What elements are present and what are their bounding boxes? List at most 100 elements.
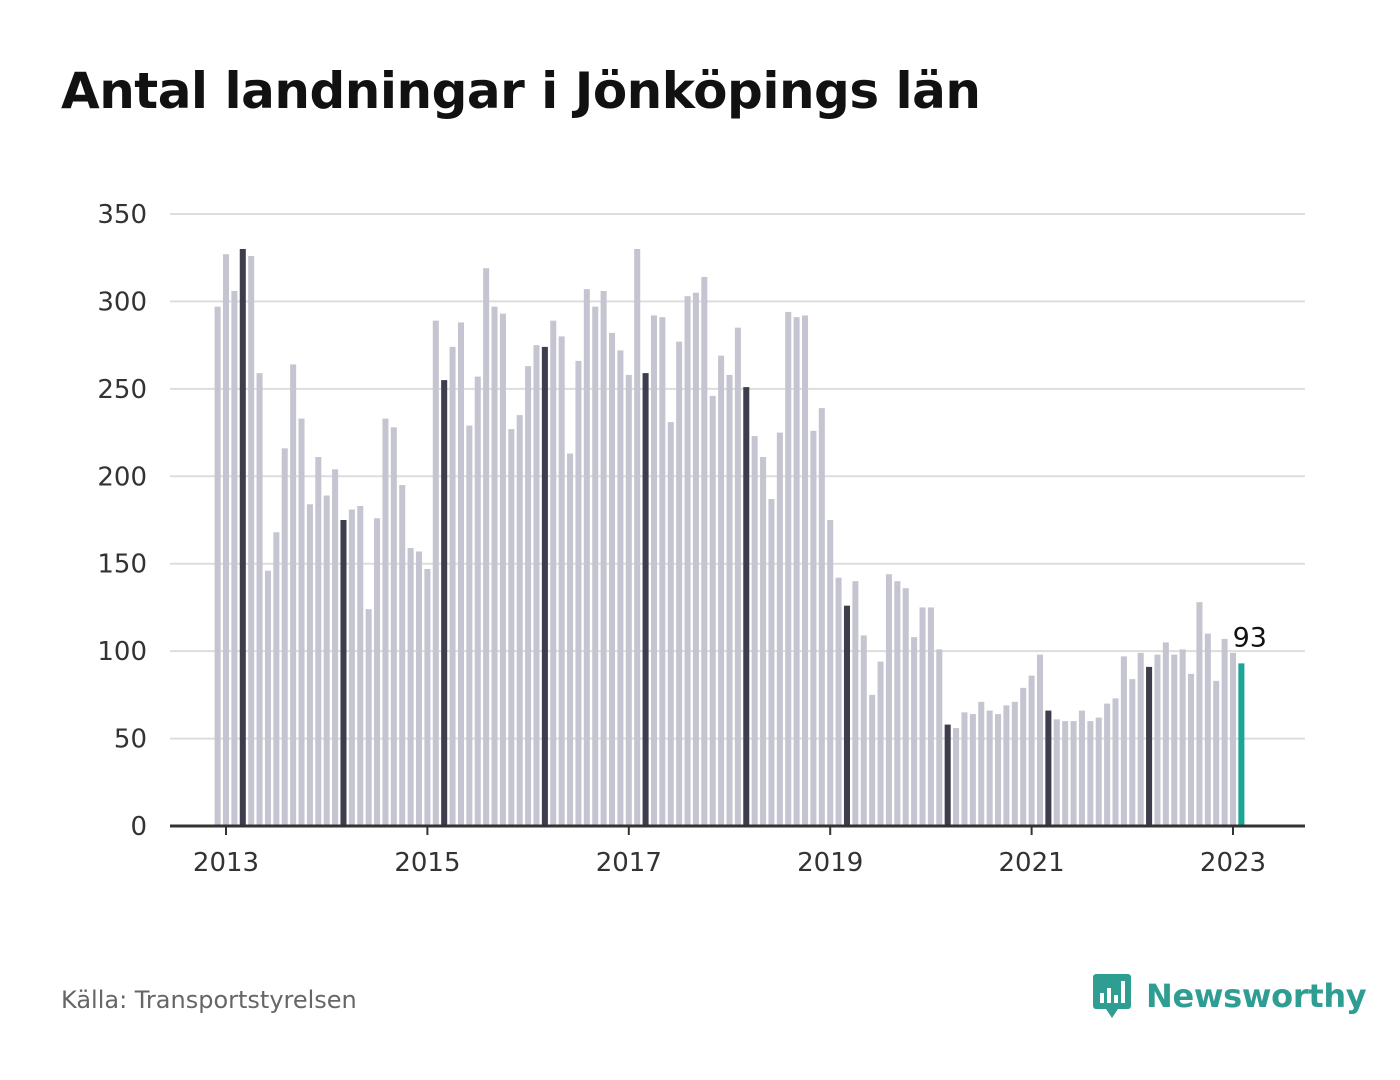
bar <box>734 327 741 826</box>
bar <box>1221 638 1228 826</box>
bar <box>760 457 767 826</box>
bar <box>969 714 976 826</box>
bar <box>1204 633 1211 826</box>
bar <box>1188 673 1195 826</box>
bar <box>827 520 834 826</box>
chart-title: Antal landningar i Jönköpings län <box>61 62 981 120</box>
data-label-latest: 93 <box>1233 622 1267 653</box>
bar <box>600 290 607 826</box>
bar <box>441 380 448 826</box>
bar <box>802 315 809 826</box>
bar <box>457 322 464 826</box>
bar <box>860 635 867 826</box>
y-tick-label: 250 <box>97 375 147 405</box>
bar <box>1154 654 1161 826</box>
bar <box>315 457 322 826</box>
x-tick-label: 2013 <box>193 848 259 878</box>
bar <box>231 290 238 826</box>
bar <box>953 728 960 826</box>
y-tick-label: 300 <box>97 287 147 317</box>
bar <box>877 661 884 826</box>
bar <box>415 551 423 826</box>
bar <box>1095 717 1102 826</box>
y-tick-label: 350 <box>97 200 147 230</box>
bar <box>1036 654 1044 826</box>
bar <box>776 432 783 826</box>
bar <box>1112 698 1119 826</box>
bar <box>1129 679 1136 826</box>
bar <box>239 248 246 827</box>
bar <box>1104 703 1111 826</box>
bar <box>424 568 431 826</box>
bar <box>978 701 985 826</box>
bar <box>810 430 817 826</box>
bar <box>264 570 271 826</box>
bar <box>499 313 506 826</box>
bar <box>567 453 574 826</box>
bar <box>1078 710 1085 826</box>
bar <box>785 311 792 826</box>
bar <box>634 248 641 827</box>
bar <box>575 360 582 826</box>
bar <box>692 292 699 826</box>
bar <box>365 609 372 826</box>
bar <box>491 306 498 826</box>
bar <box>290 364 297 826</box>
bar <box>642 373 649 826</box>
bar <box>852 581 859 826</box>
bar <box>743 387 750 826</box>
y-tick-label: 150 <box>97 550 147 580</box>
bar <box>650 315 657 826</box>
bar <box>1062 721 1069 826</box>
bar <box>709 395 716 826</box>
bar <box>684 296 691 826</box>
newsworthy-logo-icon <box>1093 974 1131 1018</box>
bar <box>474 376 481 826</box>
bar <box>390 427 397 826</box>
bar <box>1087 721 1094 826</box>
bar <box>508 429 515 826</box>
bar <box>1045 710 1052 826</box>
annotations: 93 <box>1230 619 1270 656</box>
bar <box>751 436 758 826</box>
bar <box>1171 654 1178 826</box>
bar <box>961 712 968 826</box>
bar <box>1028 675 1035 826</box>
bar <box>1213 680 1220 826</box>
bar <box>248 255 255 827</box>
source-note: Källa: Transportstyrelsen <box>61 986 357 1014</box>
bar <box>541 346 548 826</box>
bar <box>1053 719 1060 826</box>
y-tick-label: 0 <box>130 812 147 842</box>
bar <box>1003 705 1010 826</box>
brand-name: Newsworthy <box>1146 977 1367 1015</box>
bar <box>273 532 280 826</box>
bar <box>768 499 775 826</box>
bar <box>256 373 263 826</box>
x-tick-label: 2023 <box>1200 848 1266 878</box>
bar <box>407 547 414 826</box>
bar <box>659 317 666 826</box>
bar-latest <box>1238 663 1245 826</box>
bar <box>609 332 616 826</box>
bar <box>306 504 313 826</box>
y-tick-label: 50 <box>114 725 147 755</box>
bar <box>583 289 590 826</box>
bar <box>885 574 892 826</box>
x-axis: 2013 2015 2017 2019 2021 2023 <box>170 824 1305 878</box>
bar <box>449 346 456 826</box>
y-tick-label: 100 <box>97 637 147 667</box>
bar <box>986 710 993 826</box>
bar <box>323 495 330 826</box>
bar <box>667 422 674 826</box>
bar <box>214 306 221 826</box>
bar <box>298 418 305 826</box>
bar <box>483 268 490 827</box>
x-tick-label: 2019 <box>797 848 863 878</box>
bar <box>894 581 901 826</box>
bar <box>1229 652 1237 826</box>
bar <box>382 418 389 826</box>
bar <box>357 506 364 826</box>
bar <box>592 306 599 826</box>
bar <box>726 374 733 826</box>
